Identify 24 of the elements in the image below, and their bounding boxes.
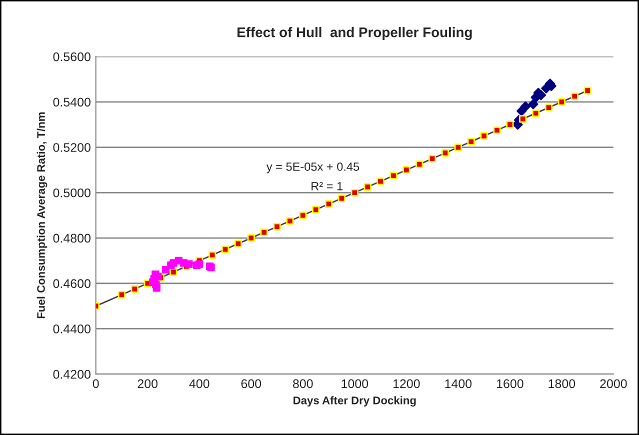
- chart-title: Effect of Hull and Propeller Fouling: [238, 27, 472, 40]
- x-tick-label: 800: [293, 379, 313, 388]
- x-tick-label: 1200: [393, 379, 420, 388]
- y-tick-label: 0.5600: [53, 52, 91, 62]
- x-tick-label: 2000: [600, 379, 627, 388]
- annotation: y = 5E-05x + 0.45: [266, 162, 360, 174]
- y-tick-label: 0.5200: [53, 143, 91, 152]
- y-tick-label: 0.4800: [53, 234, 91, 243]
- x-tick-label: 400: [189, 379, 210, 388]
- x-tick-label: 1800: [548, 379, 576, 388]
- annotation: R² = 1: [312, 182, 343, 190]
- y-tick-label: 0.4600: [53, 279, 91, 288]
- x-tick-label: 1600: [496, 379, 524, 388]
- y-axis-title: Fuel Consumption Average Ratio, T/nm: [36, 112, 48, 318]
- y-tick-label: 0.4200: [53, 370, 91, 379]
- x-tick-label: 1400: [445, 379, 472, 388]
- y-tick-label: 0.4400: [53, 324, 91, 334]
- x-tick-label: 0: [92, 379, 99, 388]
- x-tick-label: 600: [241, 379, 262, 388]
- y-tick-label: 0.5400: [53, 98, 91, 107]
- x-tick-label: 1000: [342, 379, 368, 388]
- x-axis-title: Days After Dry Docking: [294, 396, 416, 407]
- y-tick-label: 0.5000: [53, 188, 91, 198]
- x-tick-label: 200: [138, 379, 158, 388]
